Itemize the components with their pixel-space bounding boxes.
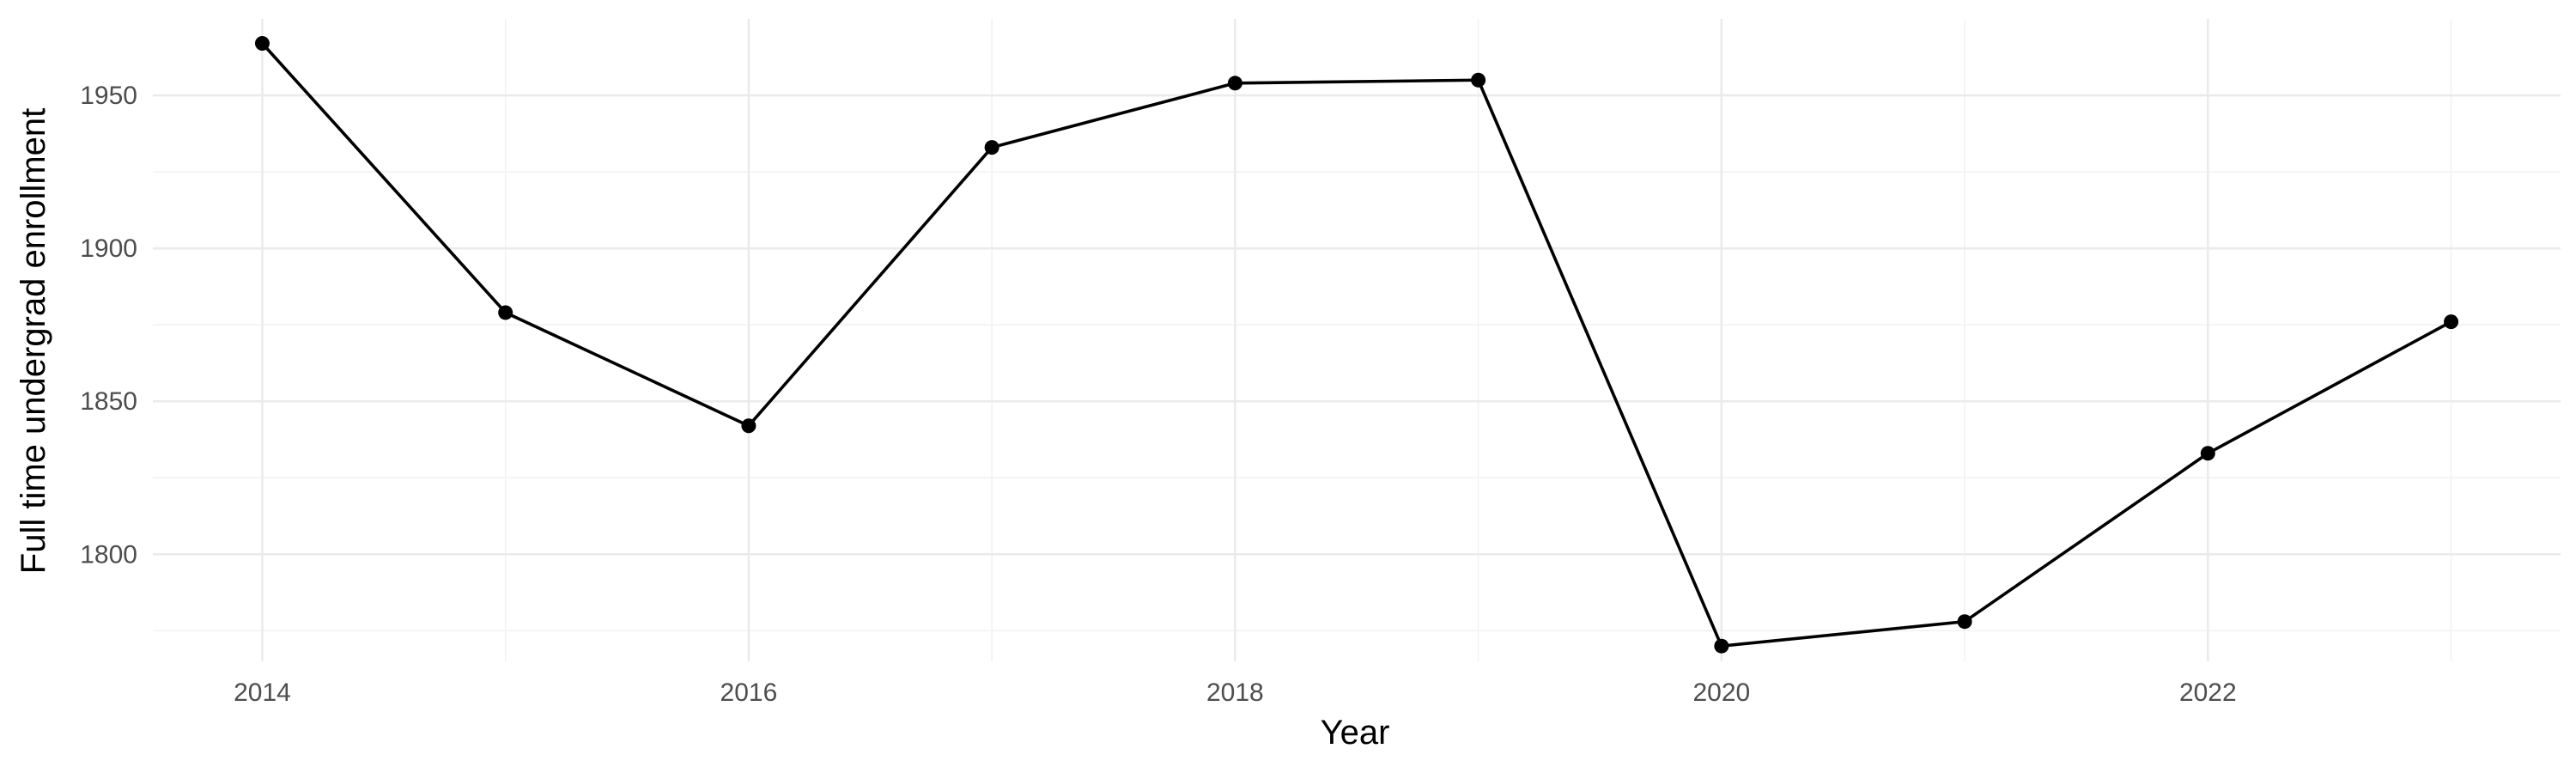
data-points <box>254 35 2459 654</box>
y-tick-label: 1950 <box>80 82 137 110</box>
x-tick-label: 2014 <box>234 679 291 707</box>
y-tick-label: 1850 <box>80 387 137 416</box>
x-tick-label: 2018 <box>1206 679 1264 707</box>
data-point <box>1957 614 1972 630</box>
y-axis-ticks: 1800 1850 1900 1950 <box>80 82 137 569</box>
data-point <box>984 140 999 155</box>
x-axis-title: Year <box>1321 714 1390 752</box>
x-tick-label: 2016 <box>720 679 778 707</box>
data-point <box>254 35 270 51</box>
y-tick-label: 1800 <box>80 540 137 569</box>
data-point <box>1714 638 1729 654</box>
x-tick-label: 2022 <box>2179 679 2237 707</box>
data-point <box>1471 72 1486 88</box>
data-point <box>1227 76 1242 91</box>
data-point <box>2444 314 2459 330</box>
y-tick-label: 1900 <box>80 234 137 263</box>
x-tick-label: 2020 <box>1692 679 1750 707</box>
data-point <box>741 418 756 434</box>
data-point <box>498 305 513 320</box>
y-axis-title: Full time undergrad enrollment <box>15 108 52 574</box>
series-layer <box>260 41 2453 648</box>
series-line <box>260 41 2453 648</box>
data-point <box>2200 446 2215 461</box>
x-axis-ticks: 2014 2016 2018 2020 2022 <box>234 679 2237 707</box>
grid <box>153 19 2561 661</box>
